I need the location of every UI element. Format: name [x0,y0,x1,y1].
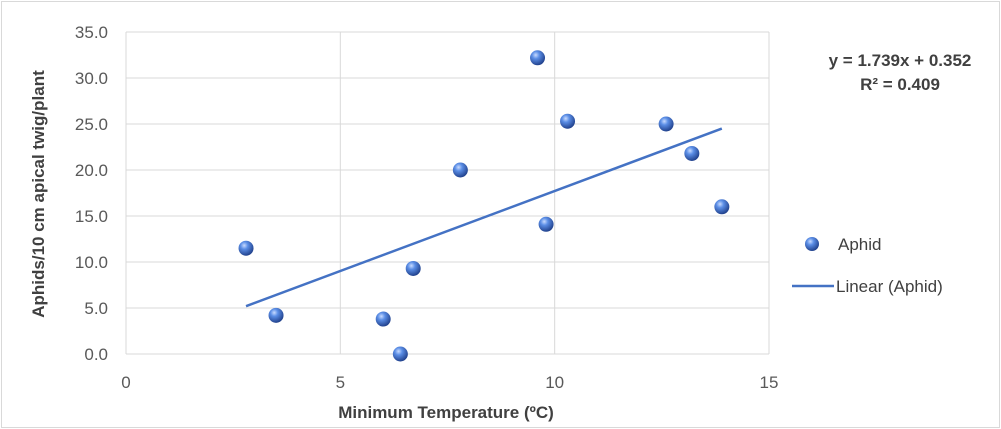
x-axis-ticks: 0 5 10 15 [121,373,778,392]
trendline-layer [245,127,723,308]
data-point [658,116,674,132]
data-point [375,311,391,327]
data-point [452,162,468,178]
trendline [245,127,723,308]
x-tick-label: 0 [121,373,130,392]
data-point [238,240,254,256]
gridlines [125,31,770,355]
data-point [530,50,546,66]
y-axis-title: Aphids/10 cm apical twig/plant [29,70,48,318]
trendline-equation: y = 1.739x + 0.352 [829,51,972,70]
y-tick-label: 20.0 [75,161,108,180]
legend: Aphid Linear (Aphid) [792,235,943,296]
data-point [538,216,554,232]
x-tick-label: 15 [760,373,779,392]
y-tick-label: 30.0 [75,69,108,88]
data-point [392,346,408,362]
y-tick-label: 0.0 [84,345,108,364]
data-point [684,145,700,161]
legend-marker-aphid [805,237,819,251]
legend-label-aphid: Aphid [838,235,881,254]
data-point [405,260,421,276]
y-tick-label: 10.0 [75,253,108,272]
y-axis-ticks: 0.0 5.0 10.0 15.0 20.0 25.0 30.0 35.0 [75,23,108,364]
data-point [268,307,284,323]
legend-label-linear: Linear (Aphid) [836,277,943,296]
x-tick-label: 5 [336,373,345,392]
r-squared-label: R² = 0.409 [860,75,940,94]
y-tick-label: 5.0 [84,299,108,318]
data-points [238,50,730,362]
y-tick-label: 15.0 [75,207,108,226]
x-axis-title: Minimum Temperature (ºC) [338,403,554,422]
data-point [714,199,730,215]
y-tick-label: 35.0 [75,23,108,42]
data-point [560,113,576,129]
x-tick-label: 10 [545,373,564,392]
y-tick-label: 25.0 [75,115,108,134]
